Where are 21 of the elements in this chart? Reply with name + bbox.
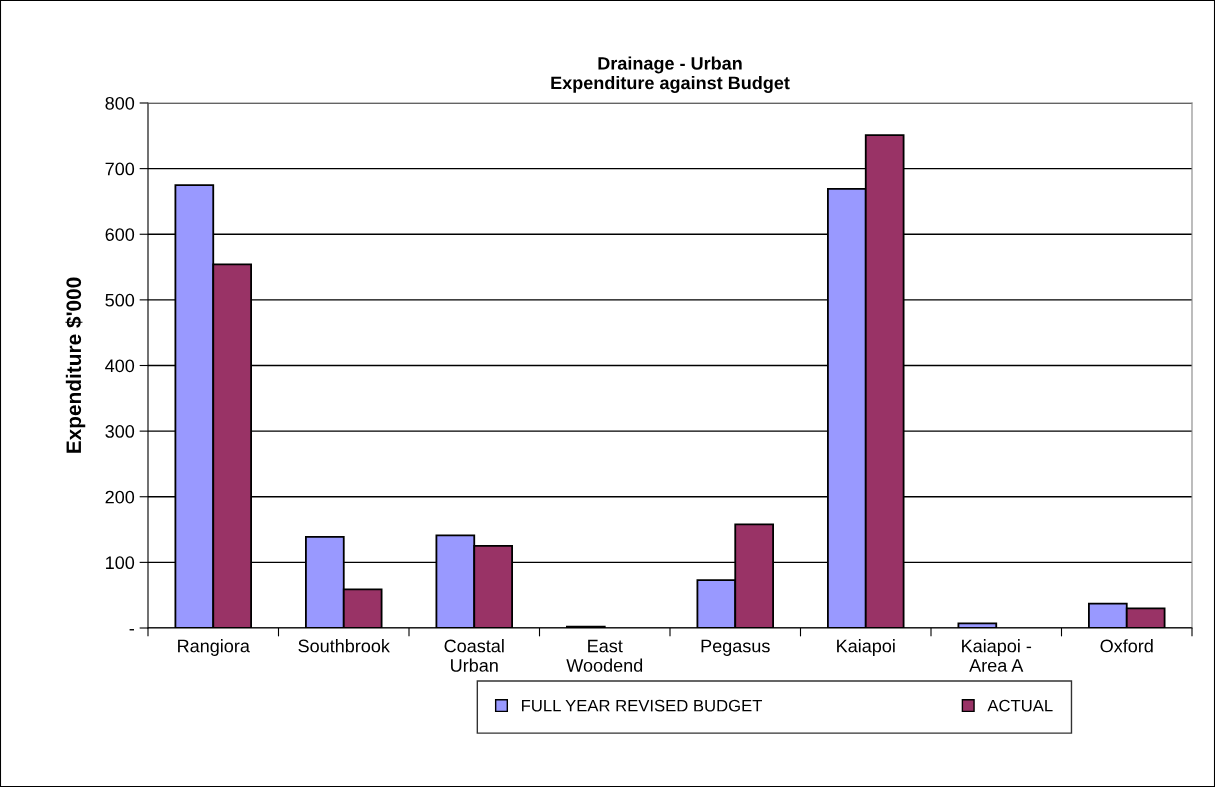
chart-title: Drainage - Urban Expenditure against Budget — [551, 56, 790, 93]
x-tick-label: Oxford — [1100, 639, 1153, 653]
y-tick-label: 600 — [105, 228, 135, 241]
y-tick-label: 700 — [105, 162, 135, 176]
legend-label: ACTUAL — [987, 699, 1053, 712]
y-tick-label: - — [129, 629, 134, 631]
y-tick-label: 500 — [105, 293, 135, 307]
x-tick-label: Coastal Urban — [444, 639, 504, 672]
x-tick-label: Kaiapoi — [837, 639, 895, 656]
x-tick-label: Southbrook — [298, 639, 390, 653]
y-tick-label: 800 — [105, 96, 135, 110]
y-axis-title: Expenditure $'000 — [65, 277, 86, 453]
y-tick-label: 300 — [105, 425, 135, 438]
legend-label: FULL YEAR REVISED BUDGET — [522, 699, 763, 712]
y-tick-label: 200 — [105, 490, 135, 504]
x-tick-label: Kaiapoi - Area A — [962, 639, 1032, 672]
y-tick-label: 400 — [105, 359, 135, 373]
y-tick-label: 100 — [106, 556, 135, 570]
x-tick-label: East Woodend — [566, 639, 643, 672]
x-tick-label: Pegasus — [701, 639, 770, 656]
x-tick-label: Rangiora — [178, 639, 250, 656]
